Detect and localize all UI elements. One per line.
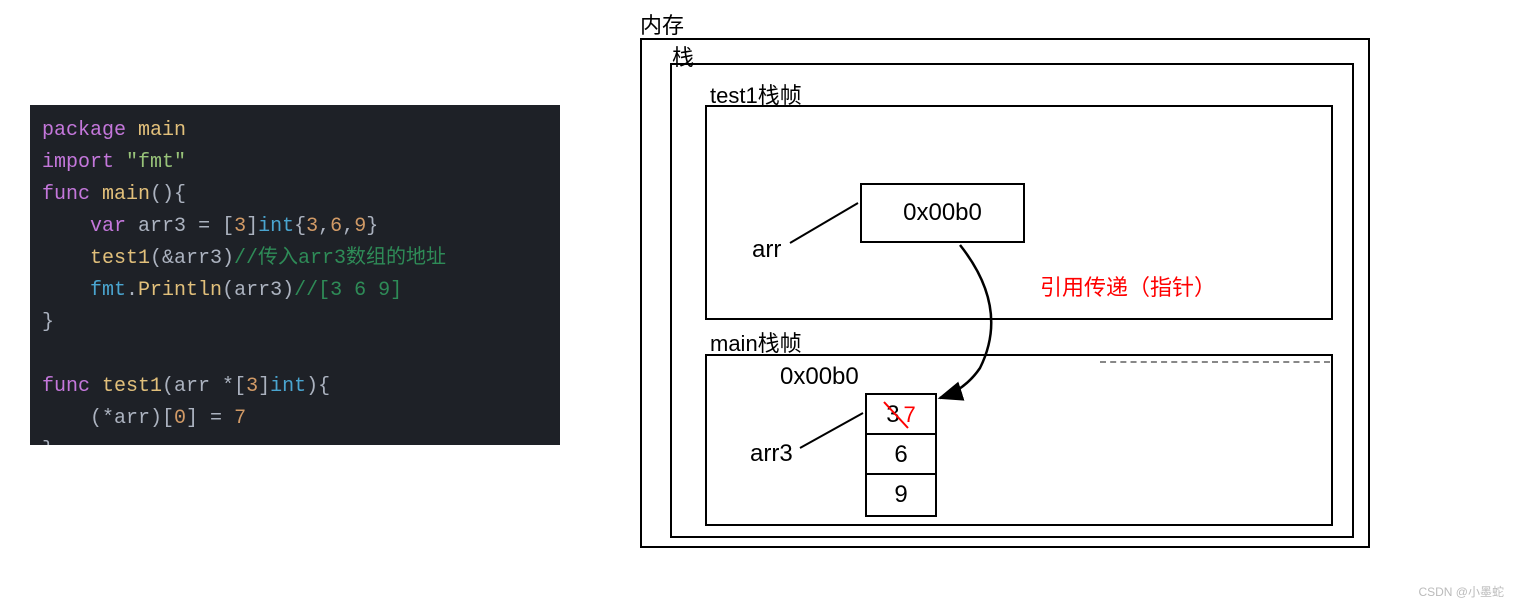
array-cell-0: 37: [867, 395, 935, 435]
arr-label: arr: [752, 236, 781, 264]
close2: }: [42, 439, 54, 445]
id-test1: test1: [102, 375, 162, 398]
idx0: 0: [174, 407, 186, 430]
close1: }: [42, 311, 54, 334]
code-editor: package main import "fmt" func main(){ v…: [30, 105, 560, 445]
kw-package: package: [42, 119, 126, 142]
reference-note: 引用传递（指针）: [1040, 270, 1216, 302]
body: (*arr)[: [90, 407, 174, 430]
memory-diagram: 内存 栈 test1栈帧 main栈帧 0x00b0 arr 0x00b0 ar…: [640, 8, 1500, 558]
comment2: //[3 6 9]: [294, 279, 402, 302]
id-main1: main: [138, 119, 186, 142]
memory-label: 内存: [640, 8, 684, 40]
array-box: 37 6 9: [865, 393, 937, 517]
eq: = [: [186, 215, 234, 238]
val7: 7: [234, 407, 246, 430]
pointer-box: 0x00b0: [860, 183, 1025, 243]
old-value: 3: [886, 395, 899, 435]
id-main2: main: [102, 183, 150, 206]
paren1: (){: [150, 183, 186, 206]
n3b: 3: [246, 375, 258, 398]
kw-func2: func: [42, 375, 90, 398]
watermark: CSDN @小墨蛇: [1418, 583, 1504, 600]
arr3-label: arr3: [750, 440, 793, 468]
call-test1: test1: [90, 247, 150, 270]
arg1: (&arr3): [150, 247, 234, 270]
n3: 3: [234, 215, 246, 238]
dashed-line: [1100, 361, 1330, 363]
new-value: 7: [904, 402, 916, 427]
arg2: (arr3): [222, 279, 294, 302]
comment1: //传入arr3数组的地址: [234, 247, 446, 270]
address-label: 0x00b0: [780, 363, 859, 391]
v2: 6: [330, 215, 342, 238]
array-cell-1: 6: [867, 435, 935, 475]
brace: {: [294, 215, 306, 238]
type-int1: int: [258, 215, 294, 238]
pkg-fmt: fmt: [90, 279, 126, 302]
v3: 9: [354, 215, 366, 238]
id-arr3-decl: arr3: [138, 215, 186, 238]
str-fmt: "fmt": [126, 151, 186, 174]
v1: 3: [306, 215, 318, 238]
array-cell-2: 9: [867, 475, 935, 515]
kw-func1: func: [42, 183, 90, 206]
type-int2: int: [270, 375, 306, 398]
kw-import: import: [42, 151, 114, 174]
fn-println: Println: [138, 279, 222, 302]
sig1: (arr *[: [162, 375, 246, 398]
kw-var: var: [90, 215, 126, 238]
